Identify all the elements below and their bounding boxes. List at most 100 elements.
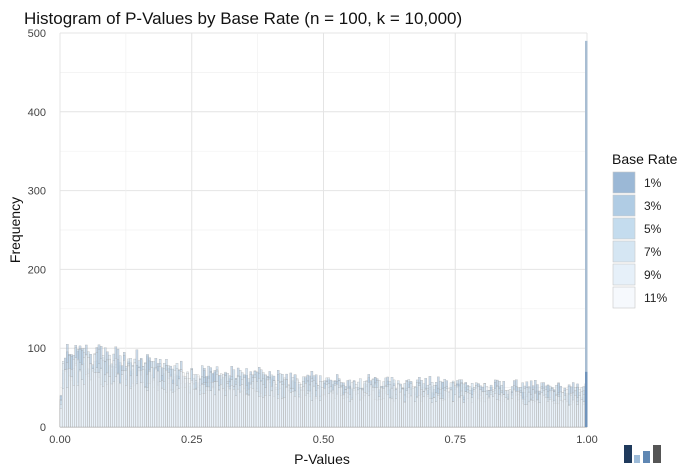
y-tick-label: 200: [28, 264, 46, 276]
x-tick-label: 0.75: [445, 434, 466, 446]
histogram-bar: [405, 390, 408, 428]
histogram-bar: [359, 388, 362, 428]
histogram-bar: [217, 390, 221, 428]
histogram-bar: [500, 392, 503, 428]
histogram-bar: [525, 404, 529, 428]
histogram-bar: [205, 386, 208, 428]
histogram-bar: [91, 368, 94, 428]
histogram-bar: [213, 394, 217, 428]
histogram-bar: [544, 397, 548, 428]
histogram-bar: [401, 388, 404, 428]
histogram-bar: [64, 369, 67, 428]
histogram-bar: [260, 381, 263, 428]
histogram-bar: [85, 354, 88, 428]
histogram-bar: [215, 381, 219, 428]
histogram-bar: [234, 395, 238, 428]
histogram-bar: [542, 394, 545, 428]
legend-swatch: [612, 194, 636, 217]
histogram-bar: [289, 392, 293, 428]
histogram-bar: [367, 395, 371, 428]
histogram-bar: [342, 394, 345, 428]
legend-label: 9%: [644, 268, 662, 282]
histogram-bar: [519, 392, 522, 428]
histogram-bar: [184, 378, 187, 428]
histogram-bar: [527, 401, 531, 428]
histogram-bar: [447, 388, 451, 428]
histogram-bar: [578, 395, 581, 428]
histogram-bar: [492, 396, 495, 428]
histogram-bar: [384, 386, 387, 428]
histogram-bar: [441, 398, 444, 428]
histogram-bar: [466, 392, 470, 428]
histogram-bar: [108, 376, 111, 428]
histogram-bar: [449, 389, 453, 428]
histogram-bar: [502, 394, 505, 428]
histogram-bar: [104, 381, 107, 428]
x-tick-label: 1.00: [576, 434, 597, 446]
histogram-bar: [428, 398, 432, 428]
histogram-bar: [338, 387, 341, 428]
histogram-bar: [224, 395, 227, 428]
histogram-bar: [567, 405, 571, 428]
legend: Base Rate 1% 3% 5% 7% 9% 11%: [612, 151, 678, 309]
histogram-bar: [312, 386, 316, 428]
histogram-bar: [508, 389, 512, 428]
histogram-bar: [382, 388, 385, 428]
histogram-bar: [243, 377, 246, 428]
histogram-bar: [346, 388, 349, 428]
histogram-bar: [270, 390, 274, 428]
histogram-bar: [59, 408, 63, 428]
histogram-bar: [255, 391, 259, 428]
histogram-bar: [93, 372, 96, 428]
histogram-bar: [139, 382, 143, 428]
histogram-bar: [395, 398, 398, 428]
histogram-bar: [532, 400, 535, 428]
histogram-bar: [416, 397, 419, 428]
histogram-bar: [561, 392, 564, 428]
histogram-bar: [333, 385, 337, 428]
histogram-bar: [498, 394, 501, 428]
histogram-bar: [555, 395, 558, 428]
legend-swatch: [612, 217, 636, 240]
histogram-bar: [365, 393, 368, 428]
histogram-bar: [192, 388, 196, 428]
histogram-bar: [190, 380, 193, 428]
histogram-bar: [411, 386, 415, 428]
histogram-bars: [59, 344, 588, 428]
histogram-bar: [302, 386, 305, 428]
histogram-bar: [112, 381, 115, 428]
legend-swatch: [612, 171, 636, 194]
histogram-bar: [281, 398, 284, 428]
histogram-bar: [283, 397, 286, 428]
histogram-bar: [203, 393, 206, 428]
histogram-bar: [432, 397, 436, 428]
y-tick-label: 100: [28, 343, 46, 355]
histogram-bar: [186, 372, 189, 428]
histogram-bar: [251, 388, 255, 428]
histogram-bar: [83, 384, 86, 428]
histogram-bar: [118, 382, 122, 428]
histogram-bar: [422, 396, 425, 428]
histogram-bar: [199, 394, 202, 428]
histogram-bar: [523, 404, 526, 428]
histogram-bar: [180, 371, 183, 428]
histogram-bar: [321, 387, 324, 428]
histogram-bar: [456, 385, 459, 428]
histogram-bar: [102, 386, 105, 428]
histogram-bar: [310, 400, 314, 428]
histogram-bar: [317, 385, 320, 428]
histogram-bar: [68, 368, 71, 428]
histogram-bar: [576, 404, 579, 428]
histogram-bar: [264, 395, 267, 428]
histogram-bar: [209, 390, 212, 428]
histogram-bar: [336, 384, 339, 428]
histogram-bar-spike-dark: [585, 371, 588, 427]
histogram-bar: [156, 370, 160, 428]
histogram-bar: [485, 394, 489, 428]
histogram-bar: [420, 389, 423, 428]
histogram-bar: [414, 401, 417, 428]
histogram-bar: [357, 389, 360, 428]
x-axis-ticks: 0.00 0.25 0.50 0.75 1.00: [49, 434, 597, 446]
histogram-bar: [158, 381, 162, 428]
histogram-bar: [388, 397, 392, 428]
